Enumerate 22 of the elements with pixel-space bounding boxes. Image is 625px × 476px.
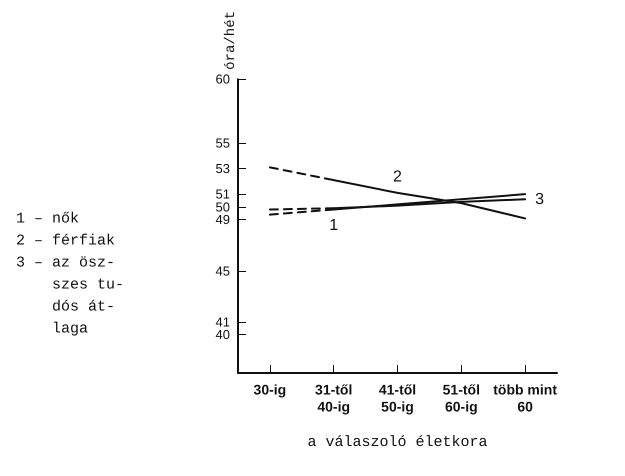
- y-tick-label: 55: [216, 136, 230, 151]
- text: 2 – férfiak: [16, 232, 116, 250]
- y-tick-label: 49: [216, 212, 230, 228]
- x-tick-label: 30-ig: [254, 382, 286, 398]
- y-tick-label: 40: [216, 327, 230, 342]
- text: 3 – az ösz- szes tu- dós át- laga: [16, 254, 124, 338]
- series-label: 2: [393, 168, 402, 186]
- x-tick-label: 41-től 50-ig: [378, 382, 416, 414]
- x-tick-label: több mint 60: [493, 382, 558, 414]
- series-label: 1: [329, 217, 338, 234]
- y-axis-title: óra/hét: [223, 11, 239, 70]
- y-tick-label: 45: [216, 263, 230, 278]
- series-label: 3: [535, 190, 544, 208]
- x-axis-title: a válaszoló életkora: [307, 434, 488, 451]
- y-tick-label: 41: [216, 314, 230, 330]
- x-tick-label: 51-től 60-ig: [442, 382, 480, 414]
- y-tick-label: 51: [216, 186, 230, 202]
- x-tick-label: 31-től 40-ig: [315, 382, 352, 414]
- y-tick-label: 60: [216, 72, 230, 87]
- y-tick-label: 53: [216, 161, 230, 176]
- y-tick-label: 50: [216, 199, 230, 214]
- text: 1 – nők: [16, 210, 80, 228]
